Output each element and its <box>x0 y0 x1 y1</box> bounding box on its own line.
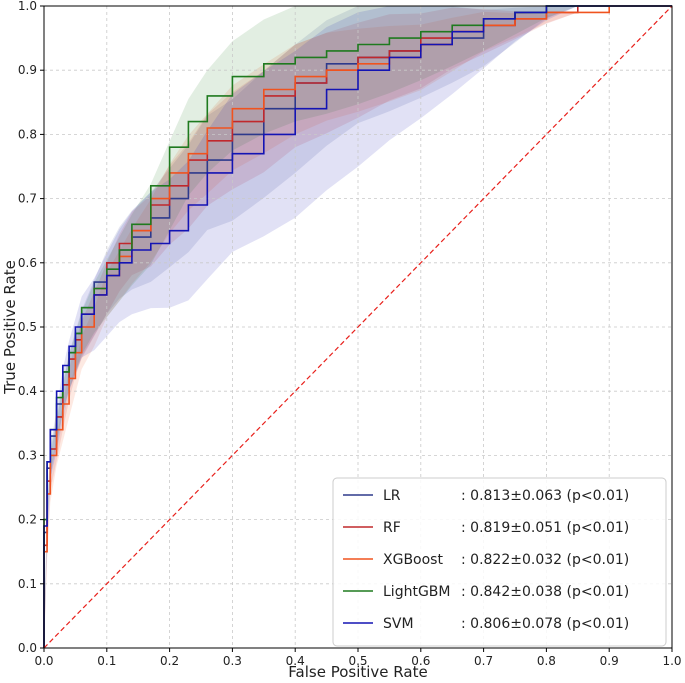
legend-label-svm: SVM <box>383 616 414 632</box>
y-tick-label: 0.0 <box>18 641 37 655</box>
legend-auc-lr: : 0.813±0.063 (p<0.01) <box>461 488 629 504</box>
y-tick-label: 0.1 <box>18 577 37 591</box>
y-axis-ticks: 0.0 0.1 0.2 0.3 0.4 0.5 0.6 0.7 0.8 0.9 1.0 <box>18 0 44 655</box>
legend-label-lr: LR <box>383 488 401 504</box>
band-rf <box>44 6 672 648</box>
x-tick-label: 0.5 <box>348 654 367 668</box>
x-tick-label: 1.0 <box>662 654 681 668</box>
x-axis-ticks: 0.0 0.1 0.2 0.3 0.4 0.5 0.6 0.7 0.8 0.9 1.0 <box>34 648 682 668</box>
legend-box <box>332 477 667 647</box>
legend-auc-lightgbm: : 0.842±0.038 (p<0.01) <box>461 584 629 600</box>
x-tick-label: 0.7 <box>474 654 493 668</box>
legend-label-xgboost: XGBoost <box>383 552 443 568</box>
legend-label-rf: RF <box>383 520 401 536</box>
y-axis-label: True Positive Rate <box>1 260 19 395</box>
band-lr <box>44 6 672 648</box>
x-tick-label: 0.8 <box>537 654 556 668</box>
x-tick-label: 0.4 <box>286 654 305 668</box>
x-tick-label: 0.2 <box>160 654 179 668</box>
band-xgboost <box>44 6 672 648</box>
y-tick-label: 0.7 <box>18 192 37 206</box>
roc-line-lightgbm <box>43 5 672 648</box>
y-tick-label: 0.9 <box>18 63 37 77</box>
y-tick-label: 0.5 <box>18 320 37 334</box>
y-tick-label: 0.3 <box>18 448 37 462</box>
chance-line <box>43 5 673 649</box>
x-axis-label: False Positive Rate <box>288 663 427 681</box>
band-lightgbm <box>44 6 672 648</box>
y-tick-label: 1.0 <box>18 0 37 13</box>
y-tick-label: 0.2 <box>18 513 37 527</box>
y-tick-label: 0.8 <box>18 127 37 141</box>
legend-auc-svm: : 0.806±0.078 (p<0.01) <box>461 616 629 632</box>
roc-curves <box>43 5 673 649</box>
roc-line-svm <box>43 5 672 648</box>
y-tick-label: 0.6 <box>18 256 37 270</box>
y-tick-label: 0.4 <box>18 384 37 398</box>
legend-label-lightgbm: LightGBM <box>383 584 450 600</box>
x-tick-label: 0.1 <box>97 654 116 668</box>
legend-auc-rf: : 0.819±0.051 (p<0.01) <box>461 520 629 536</box>
legend-auc-xgboost: : 0.822±0.032 (p<0.01) <box>461 552 629 568</box>
band-svm <box>44 6 672 648</box>
x-tick-label: 0.0 <box>34 654 53 668</box>
x-tick-label: 0.3 <box>223 654 242 668</box>
legend: LR : 0.813±0.063 (p<0.01) RF : 0.819±0.051 … <box>332 477 667 647</box>
x-tick-label: 0.9 <box>600 654 619 668</box>
confidence-bands <box>44 6 672 648</box>
x-tick-label: 0.6 <box>411 654 430 668</box>
